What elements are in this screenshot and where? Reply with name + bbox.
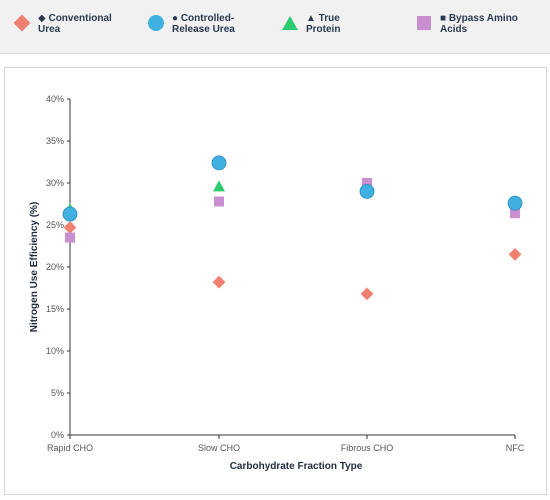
y-tick-label: 5% xyxy=(51,388,64,398)
x-tick-label: Rapid CHO xyxy=(47,443,93,453)
point-controlled-release-urea-rapid-cho xyxy=(62,206,78,222)
triangle-icon xyxy=(282,16,298,30)
legend-label: ■ Bypass Amino Acids xyxy=(440,13,518,35)
legend-label: ● Controlled-Release Urea xyxy=(172,13,235,35)
point-conventional-urea-slow-cho xyxy=(212,275,226,289)
y-axis-title: Nitrogen Use Efficiency (%) xyxy=(29,202,40,333)
x-tick-label: NFC xyxy=(506,443,525,453)
point-bypass-amino-acids-rapid-cho xyxy=(65,232,75,243)
data-points xyxy=(62,155,523,301)
legend-item-true-protein[interactable]: ▲ True Protein xyxy=(280,13,366,35)
square-icon xyxy=(417,16,431,30)
legend-item-bypass-amino-acids[interactable]: ■ Bypass Amino Acids xyxy=(414,13,520,35)
y-tick-label: 0% xyxy=(51,430,64,440)
chart-panel xyxy=(4,67,547,495)
x-axis-title: Carbohydrate Fraction Type xyxy=(230,461,363,472)
chart-legend: ◆ Conventional Urea ● Controlled-Release… xyxy=(0,0,550,54)
point-conventional-urea-rapid-cho xyxy=(63,221,77,234)
x-tick-label: Slow CHO xyxy=(198,443,240,453)
point-bypass-amino-acids-fibrous-cho xyxy=(362,178,372,188)
x-tick-label: Fibrous CHO xyxy=(341,443,394,453)
circle-icon xyxy=(148,15,164,31)
diamond-icon xyxy=(13,14,31,32)
point-controlled-release-urea-nfc xyxy=(507,195,523,211)
legend-label: ◆ Conventional Urea xyxy=(38,13,112,35)
point-bypass-amino-acids-nfc xyxy=(510,208,520,219)
point-conventional-urea-fibrous-cho xyxy=(360,287,374,301)
y-tick-label: 40% xyxy=(46,94,64,104)
point-bypass-amino-acids-slow-cho xyxy=(214,196,224,207)
x-tick-labels: Rapid CHO Slow CHO Fibrous CHO NFC xyxy=(47,435,525,453)
legend-item-conventional-urea[interactable]: ◆ Conventional Urea xyxy=(12,13,124,35)
y-tick-labels: 0% 5% 10% 15% 20% 25% 30% 35% 40% xyxy=(46,94,70,440)
y-tick-label: 25% xyxy=(46,220,64,230)
point-true-protein-slow-cho xyxy=(213,180,225,192)
point-conventional-urea-nfc xyxy=(508,248,522,261)
point-controlled-release-urea-slow-cho xyxy=(211,155,227,171)
y-tick-label: 30% xyxy=(46,178,64,188)
legend-label: ▲ True Protein xyxy=(306,13,341,35)
point-controlled-release-urea-fibrous-cho xyxy=(359,183,375,199)
legend-item-controlled-release-urea[interactable]: ● Controlled-Release Urea xyxy=(146,13,264,35)
y-tick-label: 10% xyxy=(46,346,64,356)
y-tick-label: 35% xyxy=(46,136,64,146)
y-tick-label: 15% xyxy=(46,304,64,314)
y-tick-label: 20% xyxy=(46,262,64,272)
chart-axes xyxy=(69,99,515,436)
